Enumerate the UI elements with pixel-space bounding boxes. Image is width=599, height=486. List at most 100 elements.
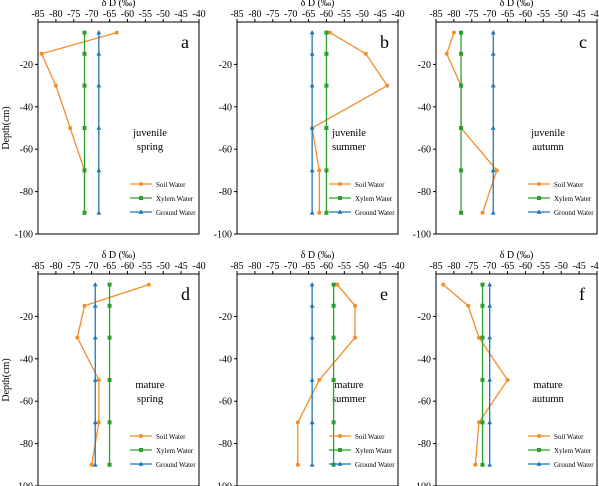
legend-marker	[536, 461, 542, 466]
series-point	[89, 462, 94, 467]
legend-label: Soil Water	[355, 433, 385, 441]
x-tick-label: -45	[572, 9, 585, 20]
series-point	[92, 377, 98, 382]
series-point	[505, 378, 510, 382]
x-tick-label: -45	[373, 9, 386, 20]
x-tick-label: -70	[483, 9, 496, 20]
series-line-0	[297, 284, 356, 465]
series-point	[490, 210, 496, 215]
annotation-group: juvenile	[331, 128, 366, 139]
series-point	[451, 30, 456, 35]
series-point	[96, 167, 102, 173]
x-tick-label: -75	[465, 9, 478, 20]
series-point	[96, 420, 101, 425]
series-point	[317, 210, 322, 215]
x-axis-label: δ D (‰)	[102, 0, 136, 9]
series-point	[82, 83, 87, 88]
series-point	[114, 30, 119, 35]
y-tick-label: -40	[20, 354, 33, 365]
series-point	[459, 126, 464, 130]
series-point	[92, 419, 98, 425]
y-tick-label: -60	[20, 397, 33, 408]
legend-marker	[338, 448, 342, 452]
legend-label: Xylem Water	[355, 195, 393, 203]
series-point	[331, 303, 336, 308]
x-tick-label: -45	[174, 261, 187, 272]
series-point	[92, 462, 98, 467]
x-tick-label: -40	[391, 261, 404, 272]
series-point	[309, 419, 315, 425]
series-point	[309, 303, 315, 308]
x-tick-label: -40	[192, 9, 205, 20]
series-point	[459, 51, 464, 56]
annotation-group: mature	[334, 380, 363, 391]
series-point	[487, 303, 493, 308]
x-tick-label: -80	[447, 261, 460, 272]
x-tick-label: -55	[537, 261, 550, 272]
x-tick-label: -55	[139, 261, 152, 272]
plot-frame	[435, 273, 598, 486]
legend-marker	[139, 448, 143, 452]
x-tick-label: -60	[121, 9, 134, 20]
series-point	[331, 462, 336, 467]
plot-frame	[37, 273, 200, 486]
series-point	[324, 83, 329, 88]
y-tick-label: -20	[20, 60, 33, 71]
series-point	[385, 83, 390, 88]
annotation-season: autumn	[532, 394, 564, 405]
legend-marker	[537, 434, 541, 438]
legend-marker	[337, 461, 343, 466]
y-tick-label: -80	[418, 187, 431, 198]
legend-marker	[139, 196, 143, 200]
x-tick-label: -65	[302, 9, 315, 20]
x-tick-label: -75	[67, 261, 80, 272]
series-point	[476, 335, 481, 340]
series-point	[353, 335, 358, 340]
legend-marker	[537, 196, 541, 200]
x-tick-label: -70	[284, 9, 297, 20]
y-tick-label: -60	[418, 397, 431, 408]
series-point	[82, 210, 87, 215]
legend-marker	[537, 448, 541, 452]
series-point	[331, 420, 336, 425]
x-axis-label: δ D (‰)	[301, 250, 335, 261]
y-tick-label: -20	[418, 60, 431, 71]
x-tick-label: -50	[157, 9, 170, 20]
annotation-season: spring	[137, 142, 164, 153]
x-tick-label: -50	[157, 261, 170, 272]
x-tick-label: -45	[373, 261, 386, 272]
y-tick-label: -100	[214, 230, 232, 241]
x-tick-label: -45	[572, 261, 585, 272]
series-point	[324, 168, 329, 173]
y-tick-label: -20	[219, 312, 232, 323]
annotation-group: mature	[135, 380, 164, 391]
y-tick-label: -60	[219, 397, 232, 408]
x-tick-label: -65	[501, 9, 514, 20]
series-point	[466, 303, 471, 308]
panel-letter: b	[380, 32, 389, 52]
series-line-0	[76, 283, 150, 465]
x-tick-label: -55	[139, 9, 152, 20]
legend-label: Soil Water	[554, 181, 584, 189]
panel-d: -85 -80 -75 -70 -65 -60 -55 -50 -45 -40 δ D (‰) -20…	[1, 250, 206, 486]
series-point	[309, 51, 315, 56]
y-tick-label: -40	[20, 102, 33, 113]
plot-frame	[236, 273, 399, 486]
series-point	[480, 378, 485, 382]
series-point	[107, 462, 112, 467]
series-point	[490, 30, 496, 35]
x-tick-label: -65	[501, 261, 514, 272]
series-point	[96, 83, 102, 88]
y-axis-label: Depth(cm)	[1, 358, 12, 401]
x-tick-label: -80	[447, 9, 460, 20]
legend-label: Ground Water	[156, 461, 196, 469]
series-point	[490, 125, 496, 130]
legend-label: Soil Water	[554, 433, 584, 441]
series-point	[324, 51, 329, 56]
series-point	[92, 303, 98, 308]
panel-letter: a	[181, 32, 189, 52]
series-point	[96, 378, 101, 382]
legend-label: Soil Water	[156, 433, 186, 441]
x-tick-label: -40	[590, 9, 599, 20]
